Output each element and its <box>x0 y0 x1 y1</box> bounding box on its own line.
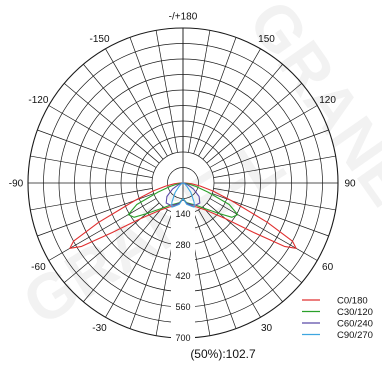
grid-spoke <box>209 105 318 168</box>
angle-tick-label: 120 <box>319 95 336 106</box>
radial-tick-label: 560 <box>175 302 190 312</box>
grid-spoke <box>129 37 173 154</box>
grid-spoke <box>213 188 336 211</box>
angle-tick-label: -30 <box>92 323 107 334</box>
radial-label-plate <box>171 201 195 342</box>
angle-tick-label: -/+180 <box>169 12 198 23</box>
radial-tick-labels: 140 280 420 560 700 <box>175 209 190 343</box>
angle-tick-label: 150 <box>258 34 275 45</box>
grid-spoke <box>105 209 168 318</box>
watermark-text-a: GRANE-L <box>11 124 296 340</box>
angle-tick-label: 30 <box>261 323 273 334</box>
grid-spoke <box>83 206 164 302</box>
series-curve <box>171 182 195 208</box>
legend-label: C90/270 <box>337 330 373 341</box>
series-curves <box>69 182 297 249</box>
angle-tick-label: 60 <box>322 262 334 273</box>
grid-spoke <box>30 188 153 211</box>
radial-tick-label: 280 <box>175 240 190 250</box>
grid-spoke <box>198 48 261 157</box>
radial-tick-label: 140 <box>175 209 190 219</box>
grid-spoke <box>48 105 157 168</box>
grid-spoke <box>202 64 283 160</box>
grid-spoke <box>202 206 283 302</box>
angle-tick-label: -150 <box>89 34 109 45</box>
grid-spoke <box>83 64 164 160</box>
grid-spoke <box>37 129 154 173</box>
radial-tick-label: 700 <box>175 333 190 343</box>
grid-spoke <box>209 198 318 261</box>
grid-spoke <box>64 202 160 283</box>
angle-tick-label: 90 <box>344 179 356 190</box>
angle-tick-label: -90 <box>9 179 24 190</box>
legend-label: C60/240 <box>337 319 373 330</box>
polar-grid <box>27 27 339 342</box>
utilisation-annotation: (50%):102.7 <box>190 347 256 361</box>
grid-spoke <box>193 37 237 154</box>
legend-label: C0/180 <box>337 296 368 307</box>
angle-tick-label: -60 <box>31 262 46 273</box>
grid-spoke <box>198 209 261 318</box>
grid-spoke <box>30 155 153 178</box>
grid-spoke <box>193 212 237 329</box>
angle-tick-labels: -/+180 150 -150 120 -120 90 -90 60 -60 30 -30 <box>9 12 356 335</box>
legend-label: C30/120 <box>337 307 373 318</box>
radial-tick-label: 420 <box>175 271 190 281</box>
grid-spoke <box>64 83 160 164</box>
grid-spoke <box>212 129 329 173</box>
grid-spoke <box>188 30 211 153</box>
grid-spoke <box>129 212 173 329</box>
angle-tick-label: -120 <box>28 95 48 106</box>
grid-spoke <box>206 83 302 164</box>
grid-spoke <box>48 198 157 261</box>
watermark: GRANE-L GRANE-L <box>11 0 382 339</box>
grid-spoke <box>155 30 178 153</box>
grid-spoke <box>206 202 302 283</box>
grid-spoke <box>105 48 168 157</box>
grid-spoke <box>213 155 336 178</box>
